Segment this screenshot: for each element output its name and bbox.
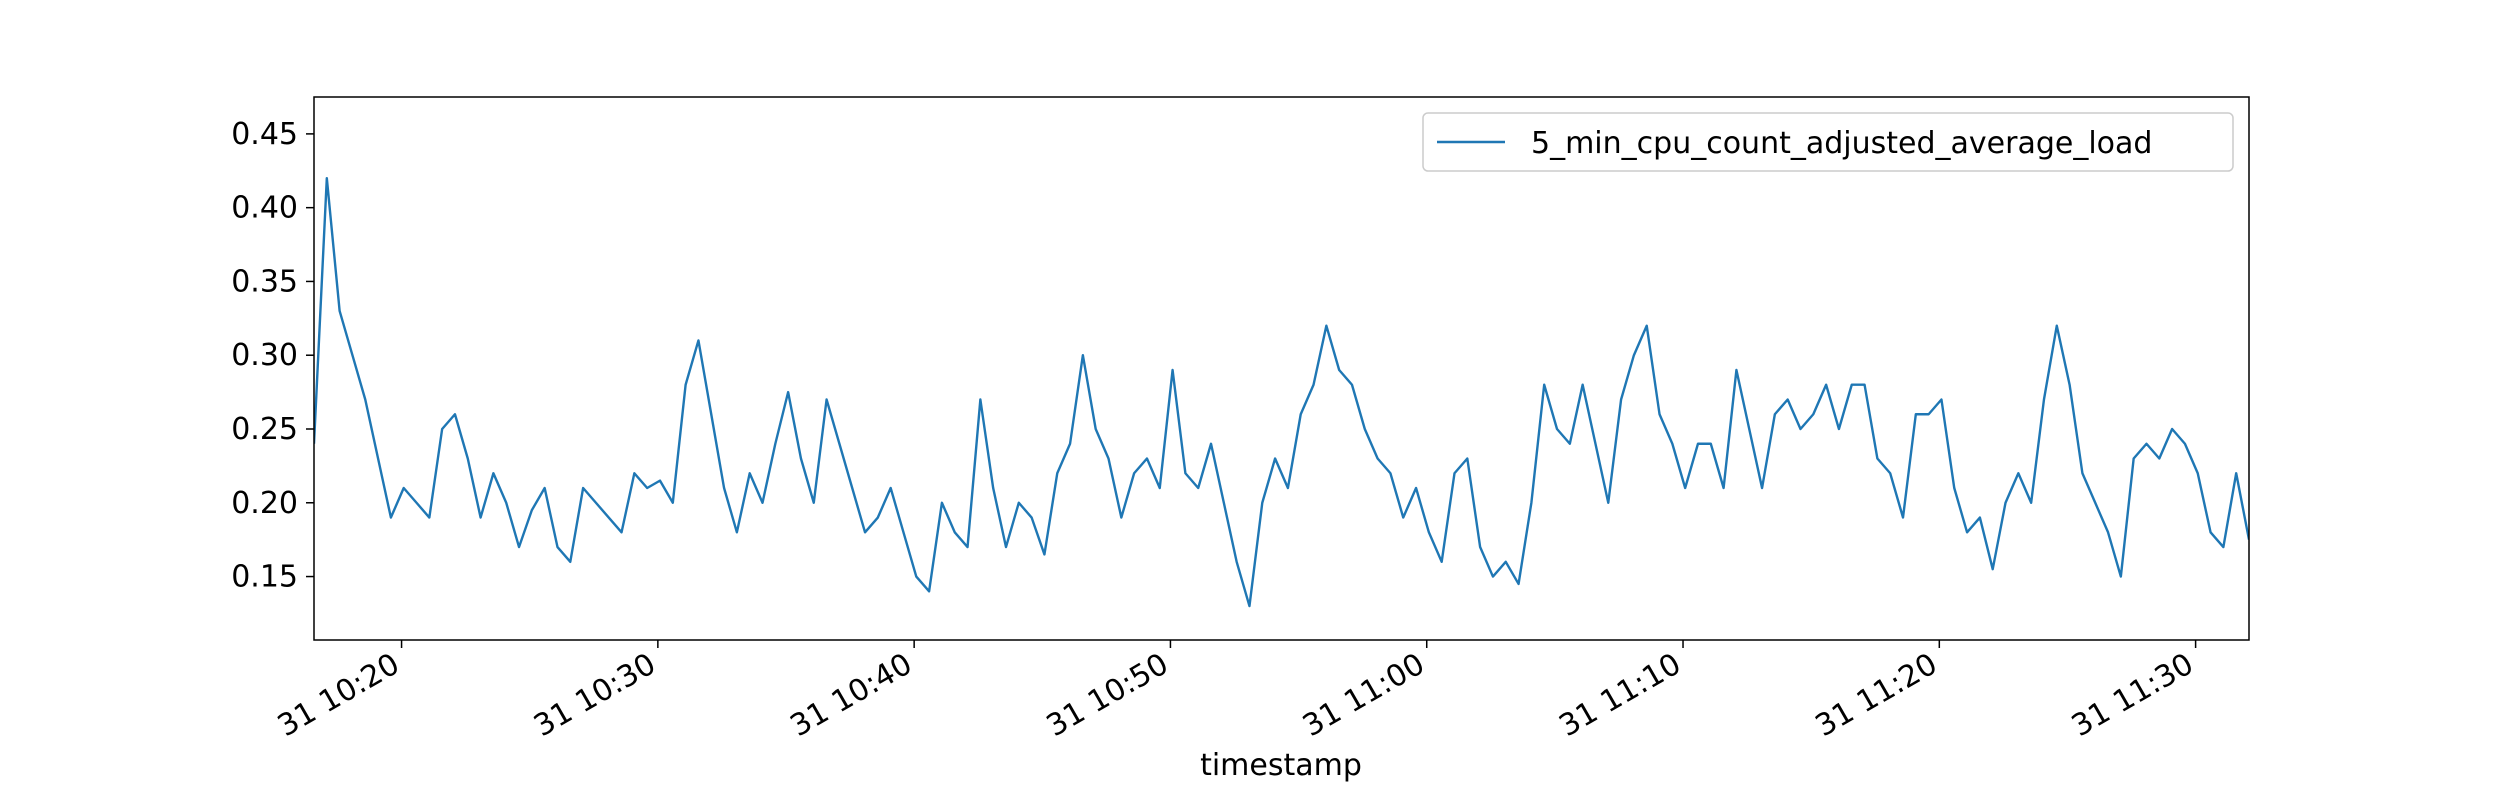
- y-tick-label: 0.15: [231, 560, 298, 595]
- x-tick-label: 31 10:50: [1041, 647, 1175, 744]
- x-tick-label: 31 11:20: [1810, 647, 1944, 744]
- y-tick-label: 0.40: [231, 191, 298, 226]
- y-tick-label: 0.35: [231, 264, 298, 299]
- legend-label: 5_min_cpu_count_adjusted_average_load: [1531, 126, 2152, 161]
- x-tick-label: 31 10:30: [528, 647, 662, 744]
- plot-frame: [313, 96, 2250, 641]
- x-tick-label: 31 10:40: [784, 647, 918, 744]
- x-tick-label: 31 10:20: [272, 647, 406, 744]
- data-line: [314, 176, 2249, 608]
- x-tick-label: 31 11:30: [2066, 647, 2200, 744]
- x-tick-label: 31 11:00: [1297, 647, 1431, 744]
- x-axis-label: timestamp: [1200, 748, 1362, 783]
- legend-box: [1422, 112, 2234, 172]
- y-tick-label: 0.25: [231, 412, 298, 447]
- y-tick-label: 0.20: [231, 486, 298, 521]
- y-tick-label: 0.30: [231, 338, 298, 373]
- legend: 5_min_cpu_count_adjusted_average_load: [1422, 112, 2234, 172]
- x-tick-label: 31 11:10: [1553, 647, 1687, 744]
- y-tick-label: 0.45: [231, 117, 298, 152]
